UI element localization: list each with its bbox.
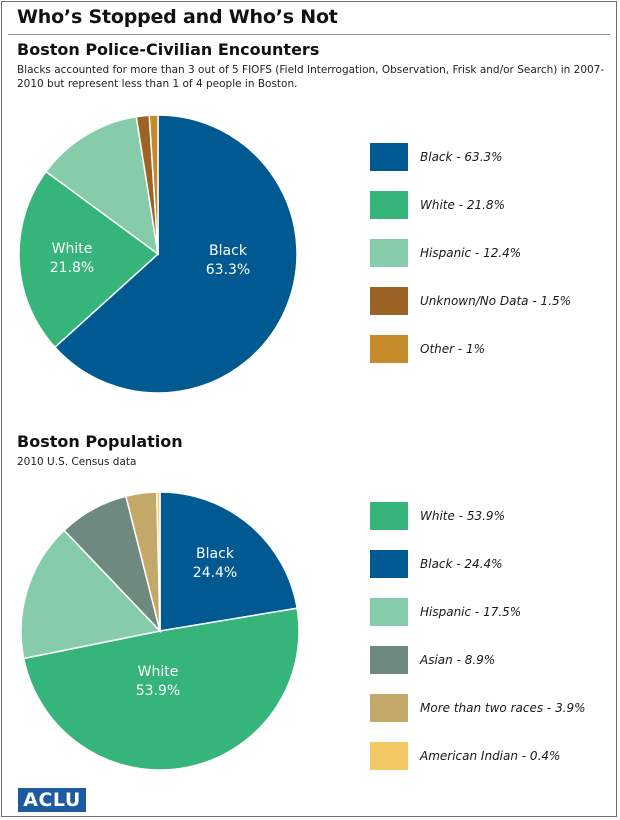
legend-swatch-hispanic bbox=[370, 598, 408, 626]
legend-item-hispanic: Hispanic - 12.4% bbox=[370, 239, 610, 267]
chart1-subtitle: Blacks accounted for more than 3 out of … bbox=[17, 64, 605, 90]
legend-label-unknown-no-data: Unknown/No Data - 1.5% bbox=[420, 294, 571, 308]
pie-slice-other bbox=[148, 114, 159, 255]
legend-swatch-black bbox=[370, 143, 408, 171]
legend-swatch-more-than-two-races bbox=[370, 694, 408, 722]
legend-item-more-than-two-races: More than two races - 3.9% bbox=[370, 694, 610, 722]
slice-label-black-value: 63.3% bbox=[206, 262, 250, 278]
legend-swatch-unknown-no-data bbox=[370, 287, 408, 315]
slice-label-white-value: 53.9% bbox=[136, 683, 180, 699]
slice-label-white-name: White bbox=[52, 241, 93, 257]
legend-swatch-american-indian bbox=[370, 742, 408, 770]
legend-swatch-asian bbox=[370, 646, 408, 674]
legend-swatch-hispanic bbox=[370, 239, 408, 267]
pie-slice-white bbox=[22, 607, 300, 771]
slice-label-black-name: Black bbox=[196, 546, 235, 562]
legend-label-hispanic: Hispanic - 12.4% bbox=[420, 246, 522, 260]
legend-label-american-indian: American Indian - 0.4% bbox=[420, 749, 561, 763]
legend-item-white: White - 21.8% bbox=[370, 191, 610, 219]
legend-item-black: Black - 63.3% bbox=[370, 143, 610, 171]
pie-slice-black bbox=[159, 491, 298, 632]
legend-item-black: Black - 24.4% bbox=[370, 550, 610, 578]
population-pie-chart: Black 24.4% White 53.9% bbox=[20, 491, 300, 771]
legend-label-white: White - 21.8% bbox=[420, 198, 505, 212]
slice-label-black-name: Black bbox=[209, 243, 248, 259]
aclu-logo: ACLU bbox=[18, 788, 86, 812]
legend-label-more-than-two-races: More than two races - 3.9% bbox=[420, 701, 586, 715]
legend-label-other: Other - 1% bbox=[420, 342, 486, 356]
chart1-title: Boston Police-Civilian Encounters bbox=[17, 40, 320, 59]
legend-item-american-indian: American Indian - 0.4% bbox=[370, 742, 610, 770]
legend-label-black: Black - 24.4% bbox=[420, 557, 503, 571]
pie-slice-hispanic bbox=[20, 529, 162, 660]
legend-label-hispanic: Hispanic - 17.5% bbox=[420, 605, 522, 619]
legend-swatch-other bbox=[370, 335, 408, 363]
legend-item-white: White - 53.9% bbox=[370, 502, 610, 530]
legend-swatch-white bbox=[370, 502, 408, 530]
legend-label-white: White - 53.9% bbox=[420, 509, 505, 523]
slice-label-white-name: White bbox=[138, 664, 179, 680]
main-title: Who’s Stopped and Who’s Not bbox=[17, 6, 338, 28]
encounters-pie-chart: Black 63.3% White 21.8% bbox=[18, 114, 298, 394]
legend-item-other: Other - 1% bbox=[370, 335, 610, 363]
legend-item-hispanic: Hispanic - 17.5% bbox=[370, 598, 610, 626]
legend-swatch-black bbox=[370, 550, 408, 578]
legend-swatch-white bbox=[370, 191, 408, 219]
pie-slice-black bbox=[53, 114, 298, 394]
title-divider bbox=[8, 34, 610, 35]
pie-slice-white bbox=[18, 170, 160, 349]
legend-item-unknown-no-data: Unknown/No Data - 1.5% bbox=[370, 287, 610, 315]
legend-item-asian: Asian - 8.9% bbox=[370, 646, 610, 674]
legend-label-asian: Asian - 8.9% bbox=[420, 653, 496, 667]
legend-label-black: Black - 63.3% bbox=[420, 150, 503, 164]
slice-label-white-value: 21.8% bbox=[50, 260, 94, 276]
slice-label-black-value: 24.4% bbox=[193, 565, 237, 581]
chart2-title: Boston Population bbox=[17, 432, 183, 451]
pie-slice-american-indian bbox=[156, 491, 161, 632]
chart2-subtitle: 2010 U.S. Census data bbox=[17, 456, 137, 468]
pie-slice-hispanic bbox=[45, 115, 160, 256]
